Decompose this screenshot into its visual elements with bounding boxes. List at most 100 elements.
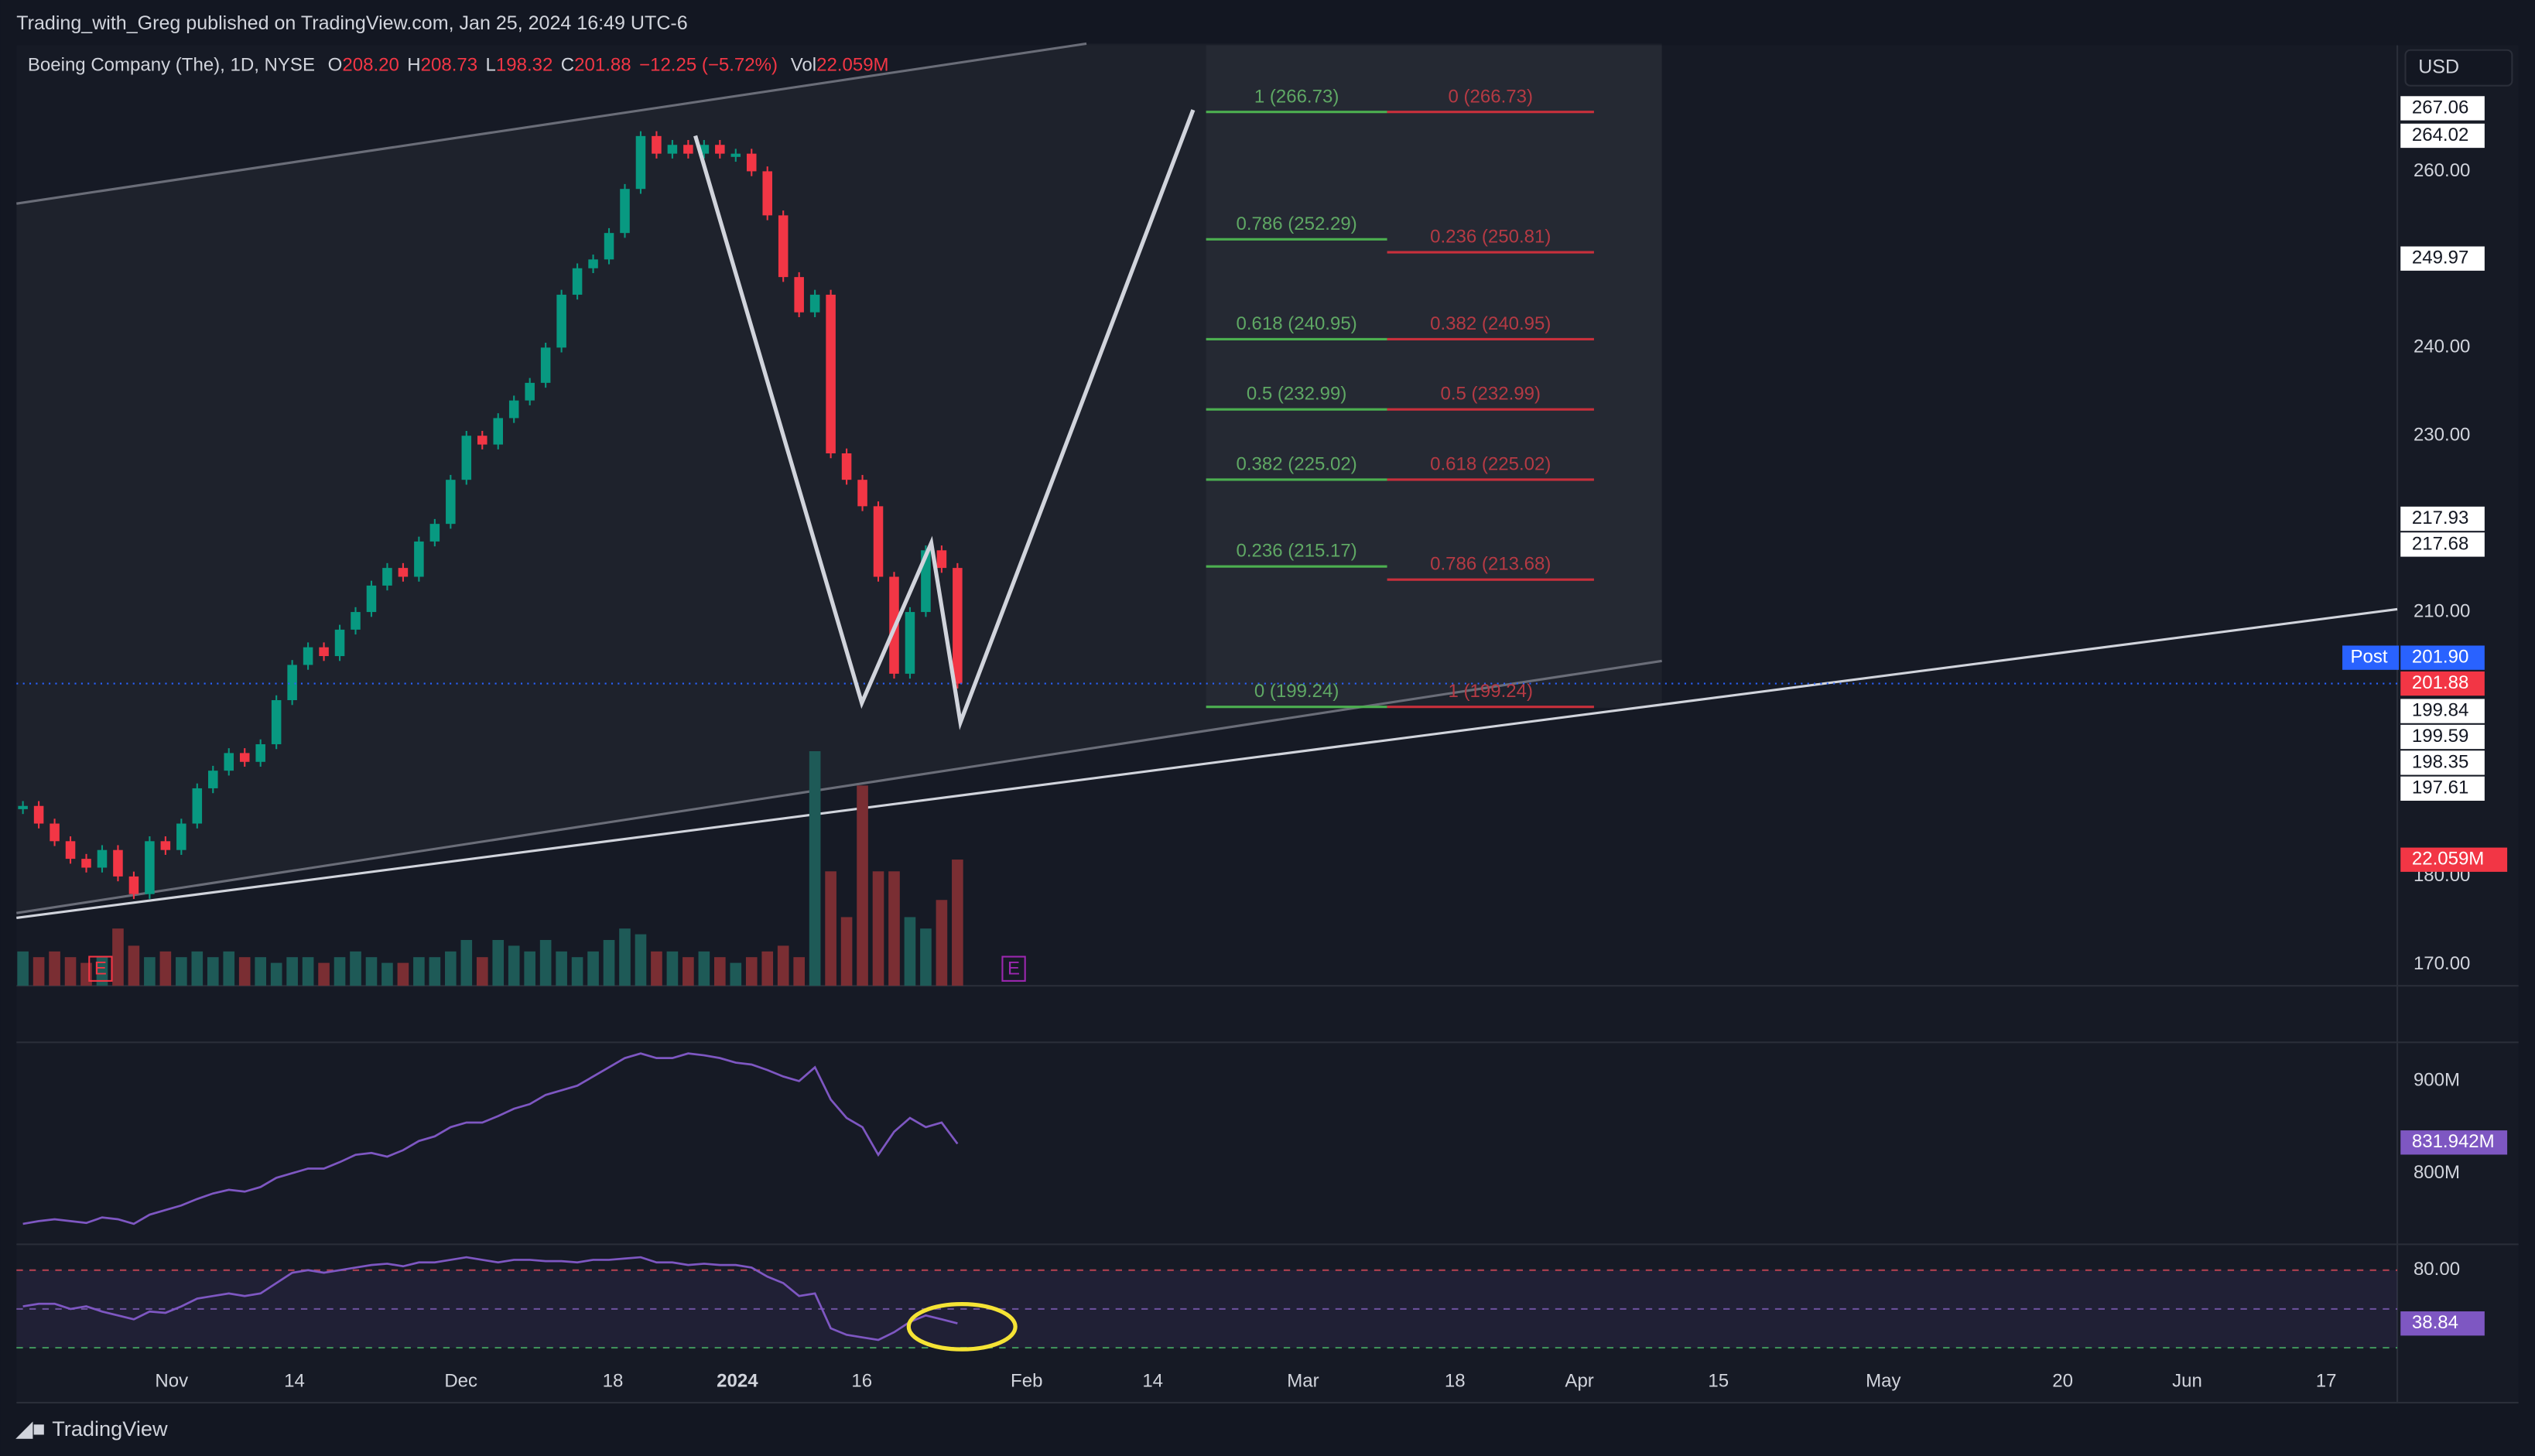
- candle: [239, 753, 250, 762]
- chart-area: [16, 45, 2519, 1403]
- price-tag-label: 198.35: [2412, 751, 2468, 772]
- obv-line: [22, 1052, 959, 1225]
- price-tag: [2400, 645, 2485, 670]
- volume-bar: [112, 928, 124, 986]
- volume-bar: [651, 951, 662, 986]
- candle: [667, 145, 678, 154]
- time-label: 14: [1142, 1370, 1163, 1391]
- price-tag-label: 199.84: [2412, 699, 2468, 720]
- candle: [334, 629, 345, 657]
- candle: [303, 647, 313, 665]
- volume-bar: [825, 871, 836, 986]
- legend-value: 198.32: [496, 55, 552, 76]
- post-tag: [2342, 645, 2400, 670]
- volume-bar: [840, 917, 853, 986]
- candle: [620, 189, 630, 234]
- volume-bar: [238, 957, 251, 986]
- currency[interactable]: USD: [2418, 56, 2459, 77]
- volume-bar: [904, 917, 916, 986]
- candle: [414, 541, 424, 577]
- volume-bar: [128, 945, 140, 986]
- price-tag: [2400, 776, 2485, 801]
- price-tag: [2400, 724, 2485, 750]
- price-tag: [2400, 246, 2485, 271]
- candle: [145, 841, 155, 894]
- candle: [351, 612, 361, 630]
- volume-bar: [508, 945, 520, 986]
- price-tag-label: 217.68: [2412, 533, 2468, 554]
- currency-button[interactable]: [2404, 49, 2513, 87]
- volume-bar: [381, 962, 393, 986]
- volume-bar: [80, 962, 92, 986]
- price-tick-label: 240.00: [2414, 337, 2470, 357]
- candle: [715, 145, 725, 154]
- fib-fill: [1206, 45, 1662, 707]
- post-label: Post: [2350, 646, 2387, 667]
- time-label: Apr: [1565, 1370, 1593, 1391]
- candle: [176, 823, 186, 850]
- candle: [271, 700, 282, 744]
- volume-bar: [318, 962, 330, 986]
- candle: [762, 171, 772, 216]
- candle: [192, 788, 203, 824]
- time-label: Dec: [444, 1370, 477, 1391]
- candle: [319, 647, 329, 657]
- price-tick-label: 230.00: [2414, 425, 2470, 446]
- time-label: 20: [2052, 1370, 2073, 1391]
- legend-key: Vol: [791, 55, 816, 76]
- candle: [255, 743, 265, 762]
- volume-bar: [524, 951, 535, 986]
- volume-bar: [176, 957, 187, 986]
- volume-bar: [809, 750, 821, 986]
- price-tag: [2400, 671, 2485, 696]
- volume-bar: [952, 860, 963, 986]
- volume-bar: [635, 934, 647, 986]
- volume-bar: [761, 951, 774, 986]
- earnings-mark: E: [94, 959, 107, 979]
- volume-bar: [286, 957, 298, 986]
- volume-bar: [793, 957, 805, 986]
- earnings-mark: E: [1008, 959, 1020, 979]
- candle: [746, 153, 757, 172]
- price-tag: [2400, 96, 2485, 121]
- candle: [128, 876, 139, 894]
- volume-bar: [429, 957, 441, 986]
- legend-key: C: [561, 55, 574, 76]
- candle: [953, 568, 963, 684]
- volume-bar: [365, 957, 378, 986]
- time-label: Nov: [155, 1370, 188, 1391]
- fib-label: 1 (266.73): [1254, 86, 1339, 107]
- time-label: 18: [1445, 1370, 1466, 1391]
- candle: [65, 841, 76, 860]
- candle: [97, 849, 108, 868]
- volume-bar: [698, 951, 710, 986]
- price-tag-label: 249.97: [2412, 248, 2468, 268]
- candle: [540, 347, 551, 383]
- legend-value: 22.059M: [816, 55, 888, 76]
- volume-bar: [556, 951, 567, 986]
- legend-symbol: Boeing Company (The), 1D, NYSE: [28, 55, 315, 76]
- legend-key: L: [486, 55, 496, 76]
- volume-bar: [334, 957, 346, 986]
- price-tick-label: 210.00: [2414, 600, 2470, 621]
- legend: Boeing Company (The), 1D, NYSE O208.20 H20…: [28, 55, 889, 76]
- fib-label: 0.236 (250.81): [1430, 227, 1551, 248]
- fib-label: 0.786 (213.68): [1430, 554, 1551, 575]
- candle: [730, 153, 741, 157]
- price-tag: [2400, 123, 2485, 149]
- time-label: 14: [284, 1370, 305, 1391]
- volume-bar: [159, 951, 172, 986]
- candle: [604, 233, 614, 260]
- candle: [287, 665, 297, 701]
- candle: [826, 294, 836, 454]
- price-tick-label: 170.00: [2414, 953, 2470, 974]
- volume-bar: [714, 957, 726, 986]
- volume-bar: [397, 962, 409, 986]
- price-tag: [2400, 532, 2485, 557]
- candle: [493, 418, 504, 445]
- volume-bar: [539, 940, 552, 986]
- volume-bar: [350, 951, 361, 986]
- legend-key: H: [407, 55, 420, 76]
- rsi-line: [22, 1256, 958, 1342]
